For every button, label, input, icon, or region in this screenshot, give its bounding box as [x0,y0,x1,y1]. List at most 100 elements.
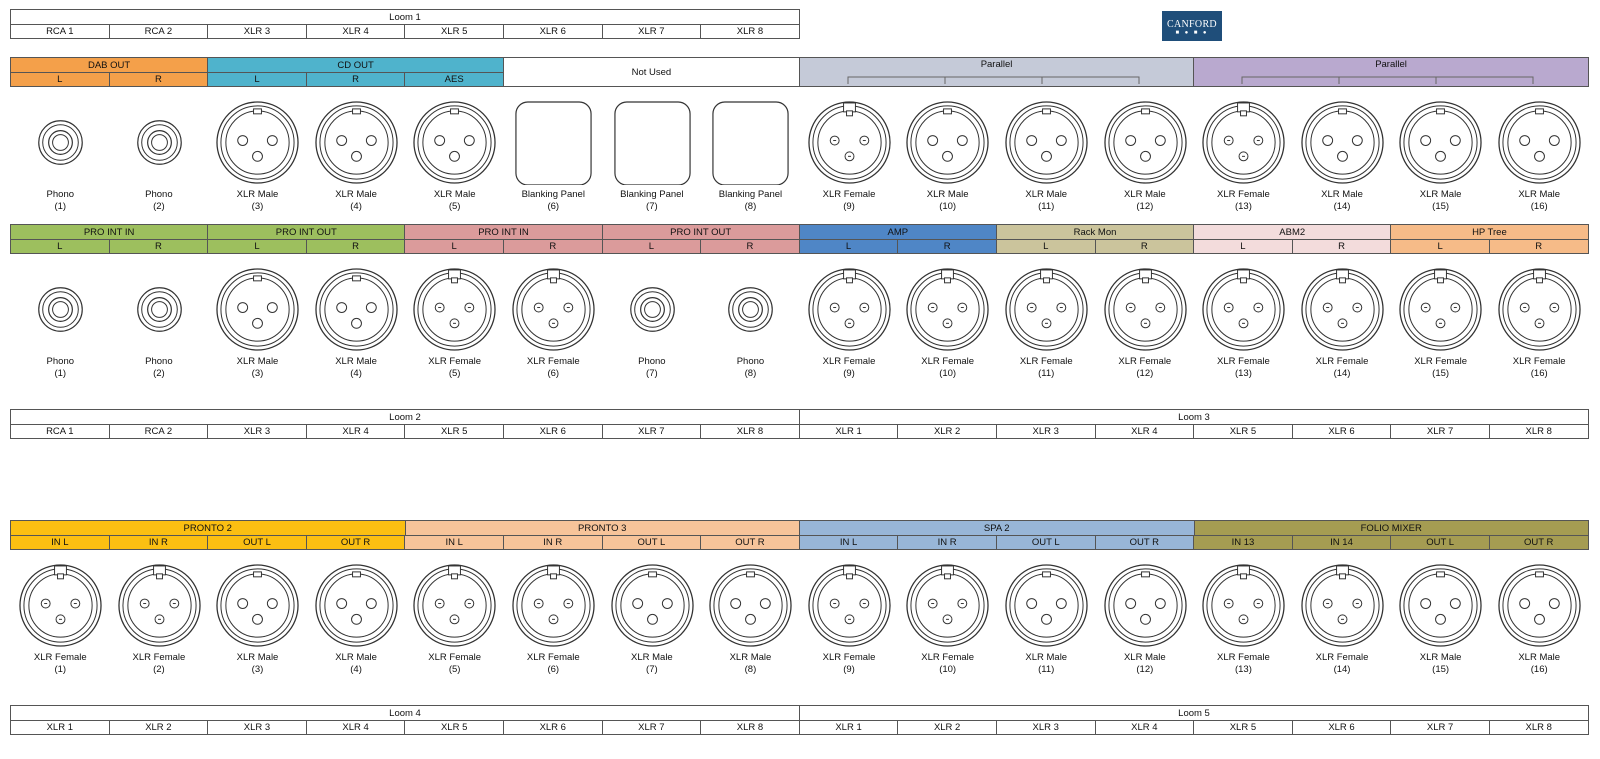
connector-number: (5) [448,664,461,675]
loom5-cell: XLR 7 [1390,720,1490,735]
connector-type: XLR Female [1118,356,1172,367]
panel2-sub: R [700,239,800,254]
connector-number: (2) [153,368,165,379]
loom3-cell: XLR 5 [1193,424,1293,439]
loom2-cell: XLR 8 [700,424,800,439]
xlr-female-icon [1005,268,1088,351]
panel3-sub: IN 13 [1193,535,1293,550]
xlr-male-icon [610,564,694,647]
xlr-female-icon [906,564,990,647]
group-parallel-1: Parallel [798,57,1195,87]
connector-slot: Phono (1) [11,100,110,218]
xlr-female-icon [117,564,201,647]
connector-slot: XLR Male (15) [1391,100,1490,218]
connector-number: (14) [1333,664,1351,675]
connector-number: (9) [843,368,855,379]
xlr-male-icon [1103,564,1187,647]
connector-type: Phono [145,189,173,200]
panel3-group: PRONTO 3 [404,520,800,536]
connector-number: (16) [1530,664,1548,675]
connector-type: Blanking Panel [521,189,585,200]
connector-number: (15) [1432,368,1450,379]
connector-number: (12) [1136,368,1154,379]
panel3-sub: OUT L [1390,535,1490,550]
panel1-connectors: Phono (1) Phono (2) XLR Male (3) XLR Male (4) XL… [11,100,1589,218]
connector-slot: Blanking Panel (7) [603,100,702,218]
connector-number: (6) [547,368,560,379]
connector-slot: XLR Female (6) [504,267,603,385]
connector-number: (5) [448,368,461,379]
panel3-sub: OUT R [1094,535,1195,550]
connector-type: XLR Male [433,189,476,200]
loom1-cell: XLR 4 [305,24,406,39]
loom1-cell: XLR 6 [502,24,603,39]
connector-type: XLR Male [729,652,772,663]
connector-number: (10) [939,664,957,675]
loom3-cell: XLR 3 [995,424,1096,439]
loom2-cell: XLR 7 [601,424,702,439]
logo-dots: ■ ● ■ ● [1175,30,1209,36]
panel3-sub: IN L [10,535,110,550]
connector-number: (8) [744,368,757,379]
connector-type: XLR Male [236,356,279,367]
group-parallel-2: Parallel [1193,57,1589,87]
panel3-connectors: XLR Female (1) XLR Female (2) XLR Male (3) XLR… [11,563,1589,681]
logo-text: CANFORD [1167,19,1217,30]
connector-type: XLR Male [1123,189,1166,200]
panel2-sub: L [10,239,110,254]
xlr-female-icon [808,268,891,351]
loom3-cell: XLR 1 [798,424,899,439]
connector-type: XLR Male [236,189,279,200]
loom2-cell: XLR 4 [305,424,406,439]
loom1-title: Loom 1 [10,9,800,25]
connector-type: XLR Female [822,652,876,663]
group-not-used: Not Used [502,57,800,87]
panel3-sub: OUT R [700,535,800,550]
connector-slot: XLR Female (2) [110,563,209,681]
panel3-sub: IN L [404,535,504,550]
phono-icon [136,287,182,332]
connector-slot: XLR Male (16) [1490,100,1589,218]
loom3-title: Loom 3 [799,409,1589,425]
loom1-table: Loom 1 RCA 1 RCA 2 XLR 3 XLR 4 XLR 5 XLR 6 XLR… [10,9,801,39]
phono-icon [728,287,773,332]
group-parallel-2-label: Parallel [1375,59,1407,70]
panel2-sub: R [108,239,209,254]
panel2-group: PRO INT IN [10,224,209,240]
connector-slot: Phono (2) [110,267,209,385]
loom4-cell: XLR 3 [207,720,307,735]
connector-type: XLR Female [921,652,975,663]
xlr-male-icon [315,101,398,184]
blanking-panel-icon [613,101,691,185]
phono-icon [136,120,182,165]
connector-number: (9) [843,201,855,212]
xlr-male-icon [216,268,299,351]
connector-type: Phono [638,356,666,367]
xlr-female-icon [19,564,102,647]
connector-number: (16) [1530,368,1548,379]
connector-number: (13) [1234,201,1252,212]
xlr-male-icon [1301,101,1384,184]
connector-number: (11) [1038,368,1055,379]
xlr-male-icon [1399,564,1482,647]
connector-number: (12) [1136,201,1154,212]
connector-number: (1) [54,664,67,675]
loom5-cell: XLR 5 [1193,720,1293,735]
connector-number: (7) [646,368,658,379]
connector-slot: XLR Female (13) [1194,563,1293,681]
xlr-male-icon [413,101,497,184]
panel3-group: FOLIO MIXER [1193,520,1589,536]
xlr-female-icon [1498,268,1581,351]
loom5-cell: XLR 4 [1094,720,1195,735]
connector-type: XLR Male [926,189,969,200]
xlr-male-icon [1005,101,1088,184]
connector-type: XLR Female [1315,356,1369,367]
connector-slot: Phono (7) [603,267,702,385]
loom5-title: Loom 5 [799,705,1589,721]
connector-type: XLR Male [335,356,377,367]
connector-slot: XLR Male (8) [701,563,800,681]
xlr-male-icon [216,564,299,647]
loom1-cell: RCA 1 [10,24,110,39]
panel3-sub: OUT L [995,535,1096,550]
